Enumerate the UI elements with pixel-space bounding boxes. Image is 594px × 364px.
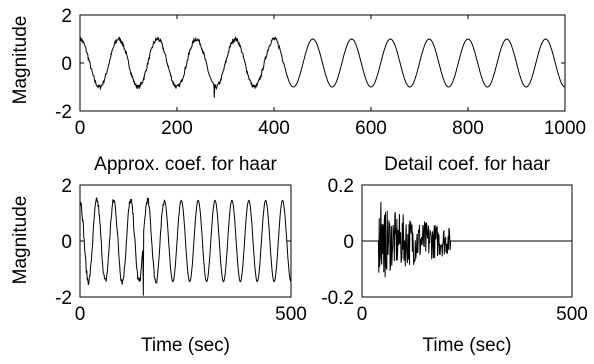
x-tick-label: 0 — [357, 304, 368, 325]
x-tick-label: 500 — [275, 304, 307, 325]
panel-title: Detail coef. for haar — [384, 154, 550, 175]
series-line — [79, 197, 292, 296]
panel-title: Approx. coef. for haar — [94, 154, 277, 175]
series-line — [79, 35, 566, 98]
x-tick-label: 400 — [258, 118, 290, 139]
x-tick-label: 0 — [75, 304, 86, 325]
y-tick-label: -2 — [55, 288, 72, 309]
series-line — [362, 201, 572, 278]
x-tick-label: 800 — [452, 118, 484, 139]
y-axis-label: Magnitude — [10, 16, 31, 105]
x-tick-label: 0 — [75, 118, 86, 139]
y-tick-label: 0.2 — [328, 176, 354, 197]
x-tick-label: 600 — [355, 118, 387, 139]
y-tick-label: -2 — [55, 102, 72, 123]
x-axis-label: Time (sec) — [422, 335, 511, 356]
y-tick-label: -0.2 — [321, 288, 354, 309]
x-tick-label: 500 — [556, 304, 588, 325]
y-tick-label: 2 — [61, 176, 72, 197]
y-tick-label: 2 — [61, 6, 72, 27]
x-tick-label: 200 — [161, 118, 193, 139]
y-tick-label: 0 — [61, 232, 72, 253]
x-axis-label: Time (sec) — [141, 335, 230, 356]
y-tick-label: 0 — [343, 232, 354, 253]
x-tick-label: 1000 — [544, 118, 586, 139]
y-tick-label: 0 — [61, 54, 72, 75]
y-axis-label: Magnitude — [10, 196, 31, 285]
